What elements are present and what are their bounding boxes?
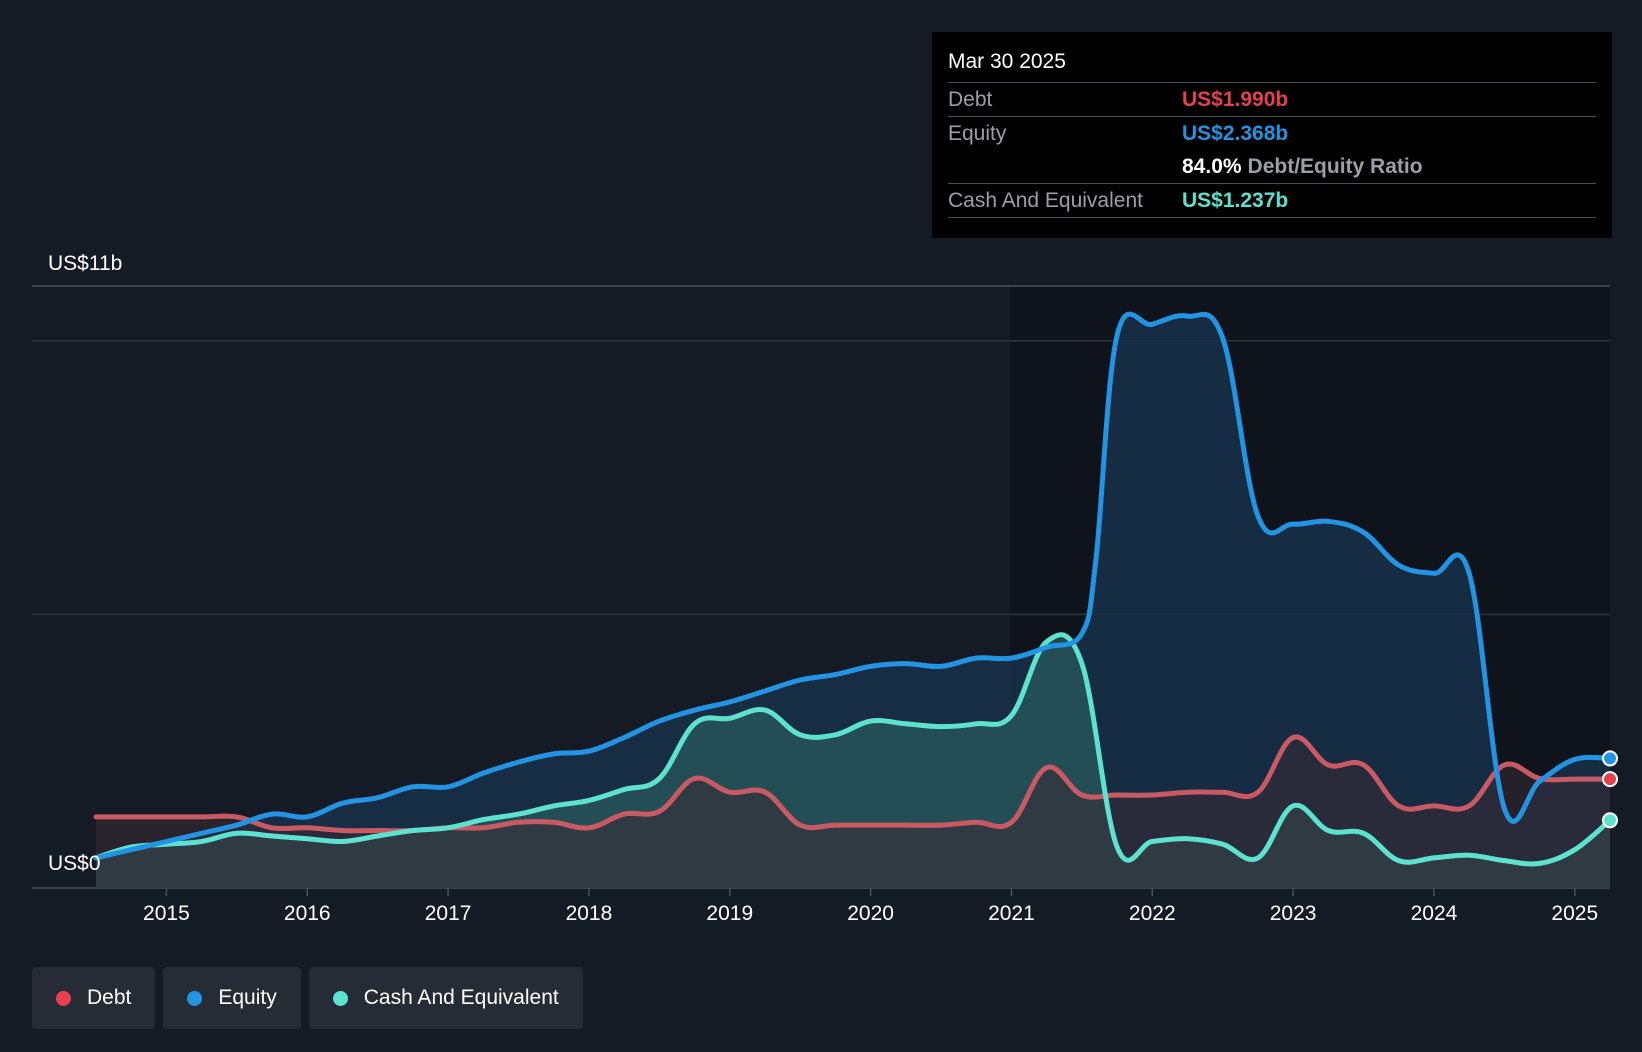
x-axis-ticks: 2015 2016 2017 2018 2019 2020 2021 2022 2023 2024… <box>143 888 1598 925</box>
tooltip-row-cash: Cash And Equivalent US$1.237b <box>948 184 1596 218</box>
tooltip-cash-label: Cash And Equivalent <box>948 189 1143 212</box>
x-tick-label-2023: 2023 <box>1270 902 1317 925</box>
tooltip-equity-label: Equity <box>948 122 1007 145</box>
legend-label-debt: Debt <box>87 986 132 1009</box>
y-axis-bottom-label: US$0 <box>48 852 101 875</box>
x-tick-label-2015: 2015 <box>143 902 190 925</box>
x-tick-label-2022: 2022 <box>1129 902 1176 925</box>
cash-and-equivalent-end-dot <box>1602 812 1618 829</box>
tooltip-equity-value: US$2.368b <box>1182 122 1289 145</box>
x-tick-label-2018: 2018 <box>566 902 613 925</box>
y-axis-top-label: US$11b <box>48 252 122 275</box>
tooltip-ratio-label: Debt/Equity Ratio <box>1247 155 1423 178</box>
legend-label-equity: Equity <box>218 986 277 1009</box>
legend: Debt Equity Cash And Equivalent <box>32 967 583 1029</box>
legend-item-equity[interactable]: Equity <box>163 967 301 1029</box>
tooltip-debt-label: Debt <box>948 88 993 111</box>
x-tick-label-2025: 2025 <box>1551 902 1598 925</box>
series-lines <box>93 311 1613 867</box>
tooltip-row-equity: Equity US$2.368b <box>948 117 1596 150</box>
series-end-dots <box>1602 750 1618 829</box>
equity-area <box>96 314 1610 888</box>
legend-item-debt[interactable]: Debt <box>32 967 156 1029</box>
cash-and-equivalent-line <box>93 632 1613 867</box>
tooltip-ratio-value: 84.0% <box>1182 155 1242 178</box>
debt-dot-icon <box>56 990 71 1006</box>
x-tick-label-2020: 2020 <box>847 902 894 925</box>
x-tick-label-2021: 2021 <box>988 902 1035 925</box>
cash-dot-icon <box>332 990 348 1006</box>
equity-line <box>93 311 1613 861</box>
debt-line <box>93 734 1613 834</box>
x-tick-label-2016: 2016 <box>284 902 331 925</box>
legend-label-cash: Cash And Equivalent <box>363 986 559 1009</box>
tooltip-date: Mar 30 2025 <box>948 48 1596 83</box>
equity-end-dot <box>1602 750 1618 767</box>
tooltip-debt-value: US$1.990b <box>1182 88 1289 111</box>
cash-and-equivalent-area <box>96 634 1610 888</box>
x-tick-label-2019: 2019 <box>706 902 753 925</box>
tooltip-cash-value: US$1.237b <box>1182 189 1289 212</box>
equity-dot-icon <box>187 990 203 1006</box>
legend-item-cash[interactable]: Cash And Equivalent <box>308 967 583 1029</box>
debt-end-dot <box>1602 771 1618 788</box>
x-tick-label-2017: 2017 <box>425 902 472 925</box>
tooltip-row-debt: Debt US$1.990b <box>948 83 1596 117</box>
x-tick-label-2024: 2024 <box>1411 902 1458 925</box>
tooltip: Mar 30 2025 Debt US$1.990b Equity US$2.3… <box>932 32 1612 238</box>
tooltip-row-ratio: 84.0% Debt/Equity Ratio <box>948 150 1596 184</box>
